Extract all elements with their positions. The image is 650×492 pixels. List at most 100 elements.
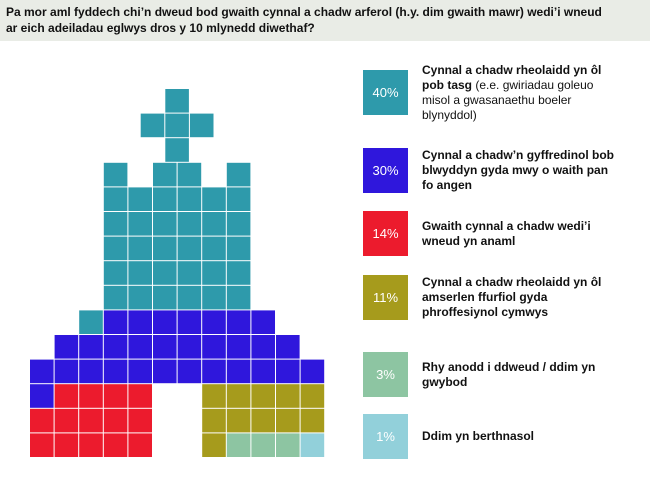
waffle-cell (226, 162, 251, 187)
waffle-cell (202, 187, 226, 211)
legend-text: Rhy anodd i ddweud / ddim yn gwybod (422, 359, 596, 389)
waffle-cell (103, 384, 128, 408)
waffle-cell (103, 285, 128, 310)
waffle-cell (128, 236, 152, 261)
waffle-cell (103, 212, 128, 236)
waffle-cell (251, 433, 275, 457)
waffle-cell (128, 310, 152, 334)
waffle-cell (153, 187, 177, 211)
waffle-cell (276, 433, 300, 457)
waffle-cell (153, 212, 177, 236)
legend-label: Cynnal a chadw rheolaidd yn ôl pob tasg … (422, 63, 622, 123)
waffle-cell (79, 433, 103, 457)
waffle-cell (226, 335, 251, 359)
waffle-cell (202, 236, 226, 261)
legend-item: 11% Cynnal a chadw rheolaidd yn ôl amserl… (363, 275, 643, 320)
legend-swatch: 1% (363, 414, 408, 459)
legend-text: Ddim yn berthnasol (422, 429, 535, 443)
waffle-cell (202, 285, 226, 310)
legend-text: Cynnal a chadw rheolaidd yn ôl amserlen … (422, 275, 602, 319)
legend-item: 40% Cynnal a chadw rheolaidd yn ôl pob ta… (363, 63, 643, 122)
legend-swatch: 3% (363, 352, 408, 397)
waffle-cell (226, 433, 251, 457)
waffle-cell (153, 359, 177, 384)
data-label: 1% (376, 429, 395, 444)
legend-label: Gwaith cynnal a chadw wedi’i wneud yn an… (422, 219, 622, 249)
chart-title: Pa mor aml fyddech chi’n dweud bod gwait… (6, 5, 602, 35)
waffle-cell (54, 359, 79, 384)
waffle-cell (202, 335, 226, 359)
waffle-cell (226, 261, 251, 285)
waffle-cell (251, 310, 275, 334)
data-label: 11% (372, 290, 399, 305)
waffle-cell (128, 261, 152, 285)
waffle-cell (79, 408, 103, 433)
waffle-cell (79, 335, 103, 359)
waffle-cell (103, 433, 128, 457)
waffle-cell (226, 212, 251, 236)
waffle-cell (202, 212, 226, 236)
waffle-cell (103, 236, 128, 261)
waffle-cell (202, 310, 226, 334)
waffle-cell (79, 359, 103, 384)
waffle-cell (54, 384, 79, 408)
waffle-cell (226, 187, 251, 211)
waffle-cell (128, 187, 152, 211)
waffle-cell (30, 359, 54, 384)
waffle-cell (226, 359, 251, 384)
waffle-cell (251, 335, 275, 359)
waffle-cell (177, 261, 202, 285)
waffle-cell (128, 285, 152, 310)
waffle-cell (276, 335, 300, 359)
legend-item: 3% Rhy anodd i ddweud / ddim yn gwybod (363, 352, 643, 397)
data-label: 40% (372, 85, 399, 100)
waffle-cell (202, 433, 226, 457)
waffle-cell (177, 359, 202, 384)
legend-swatch: 14% (363, 211, 408, 256)
waffle-cell (128, 212, 152, 236)
waffle-cell (153, 335, 177, 359)
waffle-cell (103, 310, 128, 334)
waffle-cell (276, 408, 300, 433)
waffle-cell (177, 285, 202, 310)
waffle-cell (177, 212, 202, 236)
legend-text: Cynnal a chadw rheolaidd yn ôl pob tasg (422, 62, 602, 92)
waffle-cell (30, 408, 54, 433)
waffle-cell (177, 187, 202, 211)
waffle-cell (30, 433, 54, 457)
waffle-cell (177, 236, 202, 261)
waffle-cell (30, 384, 54, 408)
waffle-cell (165, 113, 189, 138)
waffle-cell (54, 335, 79, 359)
legend-label: Cynnal a chadw rheolaidd yn ôl amserlen … (422, 275, 622, 320)
waffle-cell (300, 408, 325, 433)
waffle-cell (128, 384, 152, 408)
waffle-chart (30, 89, 325, 457)
waffle-cell (226, 310, 251, 334)
waffle-cell (202, 408, 226, 433)
legend-swatch: 30% (363, 148, 408, 193)
waffle-cell (153, 236, 177, 261)
waffle-cell (153, 162, 177, 187)
legend-item: 14% Gwaith cynnal a chadw wedi’i wneud yn… (363, 211, 643, 256)
waffle-cell (103, 162, 128, 187)
waffle-cell (153, 285, 177, 310)
legend-label: Cynnal a chadw’n gyffredinol bob blwyddy… (422, 148, 622, 193)
legend-item: 30% Cynnal a chadw’n gyffredinol bob blwy… (363, 148, 643, 193)
waffle-cell (165, 89, 189, 113)
waffle-cell (177, 310, 202, 334)
waffle-cell (128, 335, 152, 359)
waffle-cell (226, 236, 251, 261)
legend-label: Rhy anodd i ddweud / ddim yn gwybod (422, 360, 622, 390)
waffle-cell (54, 433, 79, 457)
data-label: 3% (376, 367, 395, 382)
waffle-cell (226, 285, 251, 310)
waffle-cell (177, 335, 202, 359)
legend-swatch: 40% (363, 70, 408, 115)
waffle-cell (103, 261, 128, 285)
legend-item: 1% Ddim yn berthnasol (363, 414, 643, 459)
waffle-cell (251, 384, 275, 408)
waffle-cell (202, 384, 226, 408)
waffle-cell (202, 261, 226, 285)
